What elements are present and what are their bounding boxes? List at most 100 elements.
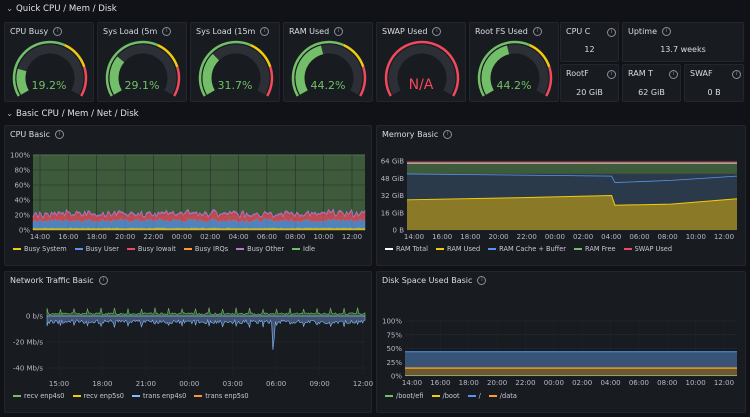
info-icon[interactable]: i: [607, 70, 616, 79]
x-tick-label: 22:00: [515, 379, 535, 387]
legend-item[interactable]: Busy System: [13, 245, 67, 253]
gauge-panel-6[interactable]: Root FS Used i 44.2%: [469, 22, 559, 102]
panel-cpu-basic[interactable]: CPU Basic i 100% 80% 60% 40% 20% 0% 14:00 16:00 1…: [4, 125, 372, 266]
info-icon[interactable]: i: [98, 276, 108, 285]
gauge-value: 44.2%: [496, 79, 532, 92]
info-icon[interactable]: i: [607, 28, 616, 37]
panel-title: RootF: [566, 69, 589, 78]
legend-item[interactable]: trans enp4s0: [132, 392, 186, 400]
info-icon[interactable]: i: [55, 130, 64, 139]
row-title-text: Quick CPU / Mem / Disk: [16, 4, 117, 14]
series-ram-used: [407, 195, 737, 230]
stat-panel-ram-total[interactable]: RAM T i 62 GiB: [622, 64, 681, 102]
info-icon[interactable]: i: [732, 70, 741, 79]
legend-swatch: [623, 248, 632, 250]
panel-disk-space[interactable]: Disk Space Used Basic i 100% 75% 50% 25% 0% 14…: [376, 271, 746, 413]
legend-label: RAM Used: [447, 245, 481, 253]
panel-network-traffic[interactable]: Network Traffic Basic i 0 b/s -20 Mb/s -40 …: [4, 271, 373, 414]
info-icon[interactable]: i: [260, 27, 270, 36]
stat-panel-uptime[interactable]: Uptime i 13.7 weeks: [622, 22, 744, 62]
legend-swatch: [436, 248, 445, 250]
chart-network-traffic[interactable]: 0 b/s -20 Mb/s -40 Mb/s 15:00 18:00 21:00 00:0…: [5, 272, 373, 414]
info-icon[interactable]: i: [662, 27, 672, 36]
panel-title: RAM Used i: [289, 27, 344, 36]
x-tick-label: 14:00: [30, 233, 50, 241]
legend-item[interactable]: Busy Iowait: [126, 245, 176, 253]
stat-panel-cpu-cores[interactable]: CPU C i 12: [560, 22, 619, 62]
legend-item[interactable]: recv enp4s0: [13, 392, 65, 400]
legend-label: Busy Iowait: [137, 245, 176, 253]
legend-item[interactable]: RAM Used: [436, 245, 480, 253]
legend-item[interactable]: RAM Total: [385, 245, 428, 253]
panel-title-text: CPU Busy: [10, 27, 49, 36]
legend-item[interactable]: trans enp5s0: [194, 392, 249, 400]
x-tick-label: 12:00: [714, 233, 734, 241]
row-header-quick[interactable]: ⌄ Quick CPU / Mem / Disk: [6, 2, 117, 16]
y-tick-label: 0%: [391, 373, 402, 381]
chart-cpu-basic[interactable]: 100% 80% 60% 40% 20% 0%14:00 16:00 18:00 20:00 22…: [5, 126, 373, 267]
y-tick-label: 16 GiB: [381, 209, 405, 217]
stat-panel-rootfs[interactable]: RootF i 20 GiB: [560, 64, 619, 102]
info-icon[interactable]: i: [162, 27, 172, 36]
legend-label: /boot/efi: [396, 392, 424, 400]
info-icon[interactable]: i: [334, 27, 344, 36]
info-icon[interactable]: i: [669, 70, 678, 79]
row-header-basic[interactable]: ⌄ Basic CPU / Mem / Net / Disk: [6, 107, 139, 121]
legend-item[interactable]: Busy User: [74, 245, 119, 253]
legend: Busy System Busy User Busy Iowait Busy IRQs…: [13, 245, 315, 253]
gauge-panel-1[interactable]: CPU Busy i 19.2%: [4, 22, 94, 102]
gauge-value: N/A: [408, 77, 434, 93]
gauge-panel-4[interactable]: RAM Used i 44.2%: [283, 22, 373, 102]
info-icon[interactable]: i: [443, 130, 453, 139]
legend-item[interactable]: /data: [488, 392, 517, 400]
y-tick-label: 60%: [14, 182, 30, 190]
panel-title-text: SWAP Used: [382, 27, 428, 36]
gauge-threshold-ring: [80, 66, 88, 97]
info-icon[interactable]: i: [432, 27, 442, 36]
gauge-value-arc: [295, 45, 324, 95]
y-tick-label: 50%: [386, 345, 402, 353]
legend-item[interactable]: SWAP Used: [623, 245, 672, 253]
gauge-value: 19.2%: [31, 79, 67, 92]
legend-item[interactable]: /: [467, 392, 481, 400]
x-tick-label: 14:00: [404, 233, 424, 241]
chevron-down-icon: ⌄: [6, 109, 14, 119]
legend-item[interactable]: /boot/efi: [385, 392, 424, 400]
gauge-panel-5[interactable]: SWAP Used i N/A: [376, 22, 466, 102]
legend-label: recv enp4s0: [24, 392, 65, 400]
x-tick-label: 00:00: [179, 380, 199, 388]
x-tick-label: 22:00: [517, 233, 537, 241]
legend-label: /data: [499, 392, 517, 400]
legend-label: Busy IRQs: [194, 245, 229, 253]
gauge-panel-2[interactable]: Sys Load (5m i 29.1%: [97, 22, 187, 102]
x-tick-label: 16:00: [432, 233, 452, 241]
info-icon[interactable]: i: [532, 27, 542, 36]
gauge-threshold-ring: [157, 43, 179, 68]
info-icon[interactable]: i: [53, 27, 63, 36]
gauge-arc: [477, 40, 553, 97]
legend-item[interactable]: recv enp5s0: [72, 392, 125, 400]
legend-label: Idle: [303, 245, 316, 253]
legend-swatch: [194, 395, 203, 397]
legend-swatch: [13, 248, 21, 250]
panel-memory-basic[interactable]: Memory Basic i 64 GiB 48 GiB 32 GiB 16 GiB 0 …: [376, 125, 746, 266]
legend-item[interactable]: RAM Cache + Buffer: [488, 245, 566, 253]
legend-item[interactable]: RAM Free: [574, 245, 616, 253]
chart-disk-space[interactable]: 100% 75% 50% 25% 0%14:00 16:00 18:00 20:00 22:00…: [377, 272, 747, 414]
x-tick-label: 02:00: [573, 233, 593, 241]
legend-item[interactable]: /boot: [431, 392, 460, 400]
gauge-panel-3[interactable]: Sys Load (15m i 31.7%: [190, 22, 280, 102]
legend-label: trans enp4s0: [143, 392, 187, 400]
legend-item[interactable]: Busy Other: [236, 245, 284, 253]
legend-item[interactable]: Idle: [292, 245, 315, 253]
panel-title: Disk Space Used Basic i: [382, 276, 487, 285]
stat-panel-swap-total[interactable]: SWAF i 0 B: [684, 64, 744, 102]
stat-value: 0 B: [707, 88, 721, 97]
stat-value: 13.7 weeks: [660, 45, 706, 54]
x-tick-label: 06:00: [629, 379, 649, 387]
info-icon[interactable]: i: [477, 276, 487, 285]
chart-memory-basic[interactable]: 64 GiB 48 GiB 32 GiB 16 GiB 0 B14:00 16:00 18:…: [377, 126, 747, 267]
legend-label: recv enp5s0: [83, 392, 125, 400]
legend-item[interactable]: Busy IRQs: [183, 245, 229, 253]
gauge-threshold-ring: [64, 43, 86, 68]
